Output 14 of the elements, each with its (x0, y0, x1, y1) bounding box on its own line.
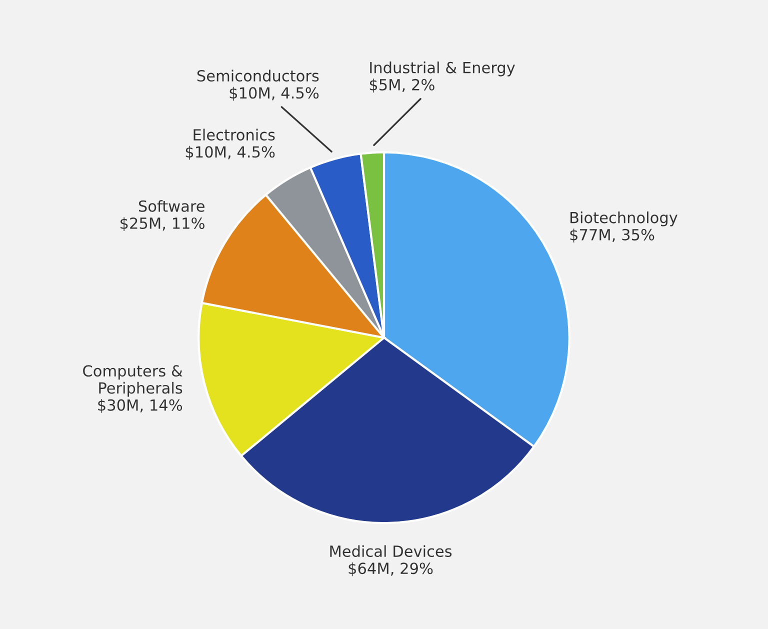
slice-label: Biotechnology (570, 212, 678, 226)
slice-label: Software (138, 200, 204, 212)
data-label: $5M, 2% (370, 78, 434, 93)
data-label: $10M, 4.5% (186, 146, 275, 160)
slice-label: Semiconductors (197, 70, 319, 82)
data-label: $10M, 4.5% (230, 86, 319, 101)
slice-label: Medical Devices (330, 545, 452, 558)
data-label: $25M, 11% (120, 217, 204, 232)
data-label: $30M, 14% (98, 399, 182, 413)
data-label: $64M, 29% (348, 562, 433, 576)
slice-label: Industrial & Energy (370, 62, 515, 76)
slice-label: Electronics (194, 128, 275, 141)
slice-label: Computers & Peripherals (83, 365, 182, 397)
data-label: $77M, 35% (570, 228, 654, 242)
